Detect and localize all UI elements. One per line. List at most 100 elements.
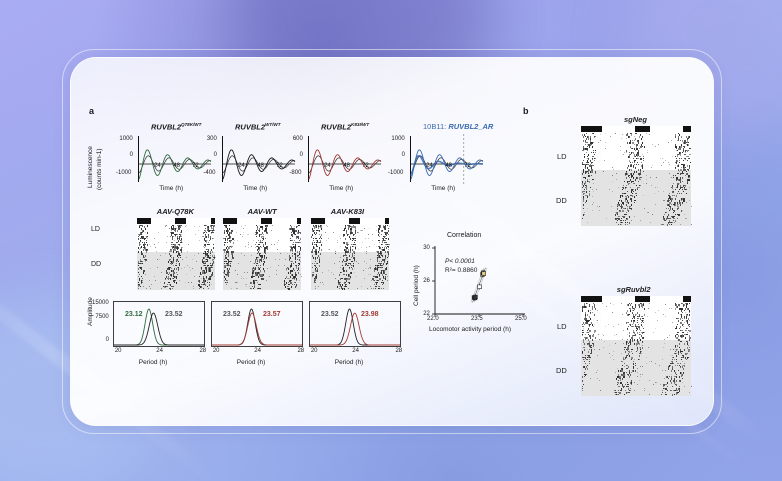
luminescence-xtick: 72 [362,163,369,169]
actogram-b-0-activity-mark [620,200,622,202]
actogram-b-0-activity-mark [625,213,627,216]
actogram-b-1-noise-mark [648,360,650,362]
actogram-b-1-activity-mark [630,381,632,385]
actogram-a-0-activity-mark [206,281,208,284]
actogram-b-0-noise-mark [689,200,690,202]
luminescence-xtick: 48 [343,163,351,169]
actogram-b-1-activity-mark [625,356,627,359]
actogram-b-1-activity-mark [636,341,638,344]
actogram-a-0-noise-mark [210,283,212,285]
actogram-a-1-activity-mark [230,260,232,263]
actogram-a-0-noise-mark [140,234,141,236]
actogram-a-2-activity-mark [386,257,388,259]
actogram-a-0-activity-mark [204,266,206,269]
actogram-a-1-activity-mark [291,283,294,285]
actogram-b-1-activity-mark [588,354,590,357]
actogram-b-0-activity-mark [581,182,583,185]
actogram-a-0-activity-mark [206,241,207,244]
actogram-b-1-noise-mark [585,362,586,364]
actogram-b-0-activity-mark [675,157,677,159]
actogram-b-1-activity-mark [628,372,630,374]
actogram-b-1-activity-mark [589,337,592,339]
actogram-a-1-activity-mark [252,287,255,290]
actogram-a-0-noise-mark [176,228,177,230]
actogram-b-0-activity-mark [680,204,681,206]
actogram-b-1-activity-mark [628,376,630,378]
actogram-a-1-light-dark-bar [223,218,301,224]
actogram-b-1-activity-mark [685,356,686,359]
actogram-a-1-activity-mark [253,283,255,286]
actogram-a-2-activity-mark [313,279,315,282]
actogram-b-1-activity-mark [581,310,583,313]
actogram-b-0-activity-mark [684,165,686,167]
actogram-b-0-activity-mark [640,173,641,175]
actogram-a-0-activity-mark [142,230,143,233]
actogram-a-2-activity-mark [350,230,352,233]
actogram-b-0-activity-mark [663,215,665,218]
actogram-a-2-noise-mark [351,264,353,266]
actogram-b-0-activity-mark [675,204,677,207]
actogram-a-2-noise-mark [332,232,334,234]
actogram-a-0-activity-mark [209,224,211,227]
actogram-a-1-noise-mark [260,276,261,278]
actogram-a-1-activity-mark [260,276,261,278]
actogram-b-1-noise-mark [657,319,658,321]
actogram-a-0-activity-mark [205,228,206,230]
actogram-b-0-activity-mark [638,151,640,154]
actogram-b-1-noise-mark [597,310,598,312]
actogram-b-1-activity-mark [675,352,677,355]
actogram-b-0-activity-mark [590,142,592,145]
actogram-b-1-noise-mark [684,362,685,364]
actogram-b-0-activity-mark [684,142,687,144]
actogram-a-1-activity-mark [262,278,264,280]
actogram-b-0-activity-mark [631,198,633,201]
actogram-a-2-noise-mark [339,260,340,262]
actogram-a-2-activity-mark [345,283,347,286]
actogram-a-0-activity-mark [171,270,172,272]
actogram-a-1-noise-mark [224,226,226,228]
actogram-a-1-activity-mark [298,251,301,253]
actogram-a-0-activity-mark [206,251,208,253]
actogram-a-1-activity-mark [226,257,227,259]
actogram-b-0-activity-mark [629,151,630,154]
actogram-b-1-activity-mark [680,314,683,317]
actogram-a-0-activity-mark [212,260,214,263]
actogram-a-0-noise-mark [146,237,148,239]
actogram-a-2-activity-mark [381,255,382,257]
actogram-a-0-activity-mark [206,272,207,274]
actogram-b-0-activity-mark [642,171,644,173]
actogram-a-0-activity-mark [144,247,146,249]
actogram-a-2-activity-mark [387,243,390,245]
actogram-a-0-activity-mark [146,251,147,254]
actogram-a-1-activity-mark [253,272,255,275]
actogram-b-1-activity-mark [682,368,684,370]
actogram-a-0-activity-mark [208,251,210,253]
actogram-a-2-activity-mark [351,228,353,231]
actogram-b-0-activity-mark [643,146,645,149]
actogram-b-1-activity-mark [633,308,635,310]
actogram-b-0-activity-mark [582,169,584,171]
actogram-b-0-noise-mark [650,221,651,223]
actogram-b-1-activity-mark [629,374,631,376]
actogram-b-0-activity-mark [686,155,688,157]
actogram-b-1-activity-mark [588,349,590,351]
actogram-a-0-activity-mark [142,253,144,255]
actogram-b-1-activity-mark [622,376,624,379]
actogram-b-0-activity-mark [679,140,681,142]
luminescence-ytick: 600 [292,136,303,142]
actogram-b-1-activity-mark [636,316,639,318]
actogram-a-2-activity-mark [381,274,383,277]
actogram-b-0-activity-mark [672,186,673,189]
actogram-b-0-activity-mark [642,165,643,168]
actogram-a-0-noise-mark [173,264,174,266]
actogram-a-2-activity-mark [378,257,380,259]
actogram-a-1-activity-mark [227,234,229,236]
actogram-a-0-activity-mark [181,232,182,234]
actogram-b-1-activity-mark [634,318,636,320]
actogram-b-0-noise-mark [643,194,644,196]
actogram-b-1-activity-mark [677,364,679,366]
actogram-a-2-activity-mark [354,237,356,240]
actogram-b-0-activity-mark [686,140,688,143]
actogram-b-0-activity-mark [638,140,639,143]
actogram-a-2-activity-mark [343,241,345,243]
